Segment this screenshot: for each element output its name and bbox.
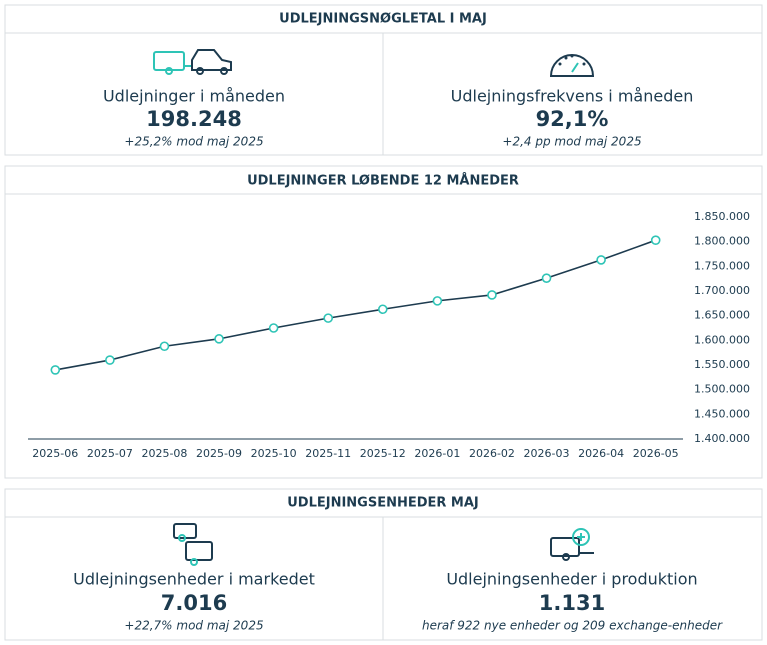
x-tick-label: 2025-08 <box>141 447 187 460</box>
chart-title: UDLEJNINGER LØBENDE 12 MÅNEDER <box>247 173 519 189</box>
x-tick-label: 2025-07 <box>87 447 133 460</box>
x-tick-label: 2025-09 <box>196 447 242 460</box>
y-tick-label: 1.500.000 <box>694 383 750 396</box>
kpi-label: Udlejningsenheder i produktion <box>446 570 697 589</box>
x-tick-label: 2026-05 <box>633 447 679 460</box>
x-tick-label: 2026-04 <box>578 447 624 460</box>
x-tick-label: 2025-06 <box>32 447 78 460</box>
y-tick-label: 1.750.000 <box>694 259 750 272</box>
point <box>596 255 606 265</box>
y-tick-label: 1.850.000 <box>694 210 750 223</box>
chart-panel <box>4 165 763 479</box>
point <box>541 273 552 283</box>
x-tick-label: 2026-03 <box>524 447 570 460</box>
y-tick-label: 1.800.000 <box>694 235 750 248</box>
line-chart: 1.400.000 1.450.000 1.500.000 1.550.000 1.60… <box>28 210 750 460</box>
kpi-value: 1.131 <box>539 591 605 615</box>
section-title: UDLEJNINGSENHEDER MAJ <box>287 496 479 511</box>
kpi-label: Udlejningsenheder i markedet <box>73 570 315 589</box>
point <box>214 334 224 344</box>
kpi-value: 7.016 <box>161 591 227 615</box>
section-title: UDLEJNINGSNØGLETAL I MAJ <box>279 12 487 27</box>
point <box>377 304 388 315</box>
x-tick-label: 2025-11 <box>305 447 351 460</box>
x-tick-label: 2025-12 <box>360 447 406 460</box>
kpi-value: 92,1% <box>536 107 609 131</box>
kpi-label: Udlejningsfrekvens i måneden <box>451 87 694 106</box>
kpi-note: +2,4 pp mod maj 2025 <box>502 135 641 149</box>
y-tick-label: 1.650.000 <box>694 309 750 322</box>
point <box>323 313 334 323</box>
gauge-icon <box>549 54 595 77</box>
kpi-label: Udlejninger i måneden <box>103 87 285 106</box>
point <box>432 296 443 306</box>
y-tick-label: 1.600.000 <box>694 333 750 346</box>
x-tick-label: 2026-02 <box>469 447 515 460</box>
point <box>159 341 170 352</box>
x-tick-label: 2025-10 <box>251 447 297 460</box>
kpi-note: +25,2% mod maj 2025 <box>124 135 263 149</box>
point <box>650 235 661 245</box>
line <box>55 239 656 371</box>
kpi-note: +22,7% mod maj 2025 <box>124 619 263 633</box>
x-tick-label: 2026-01 <box>414 447 460 460</box>
y-tick-label: 1.550.000 <box>694 358 750 371</box>
y-tick-label: 1.450.000 <box>694 407 750 420</box>
point <box>50 365 61 375</box>
point <box>487 290 497 300</box>
kpi-value: 198.248 <box>146 107 242 131</box>
trailer-car-icon <box>153 49 232 75</box>
production-icon <box>550 528 594 561</box>
kpi-note: heraf 922 nye enheder og 209 exchange-en… <box>422 619 723 633</box>
point <box>268 323 279 333</box>
y-tick-label: 1.400.000 <box>694 432 750 445</box>
units-icon <box>173 523 213 566</box>
y-tick-label: 1.700.000 <box>694 284 750 297</box>
point <box>105 355 115 365</box>
